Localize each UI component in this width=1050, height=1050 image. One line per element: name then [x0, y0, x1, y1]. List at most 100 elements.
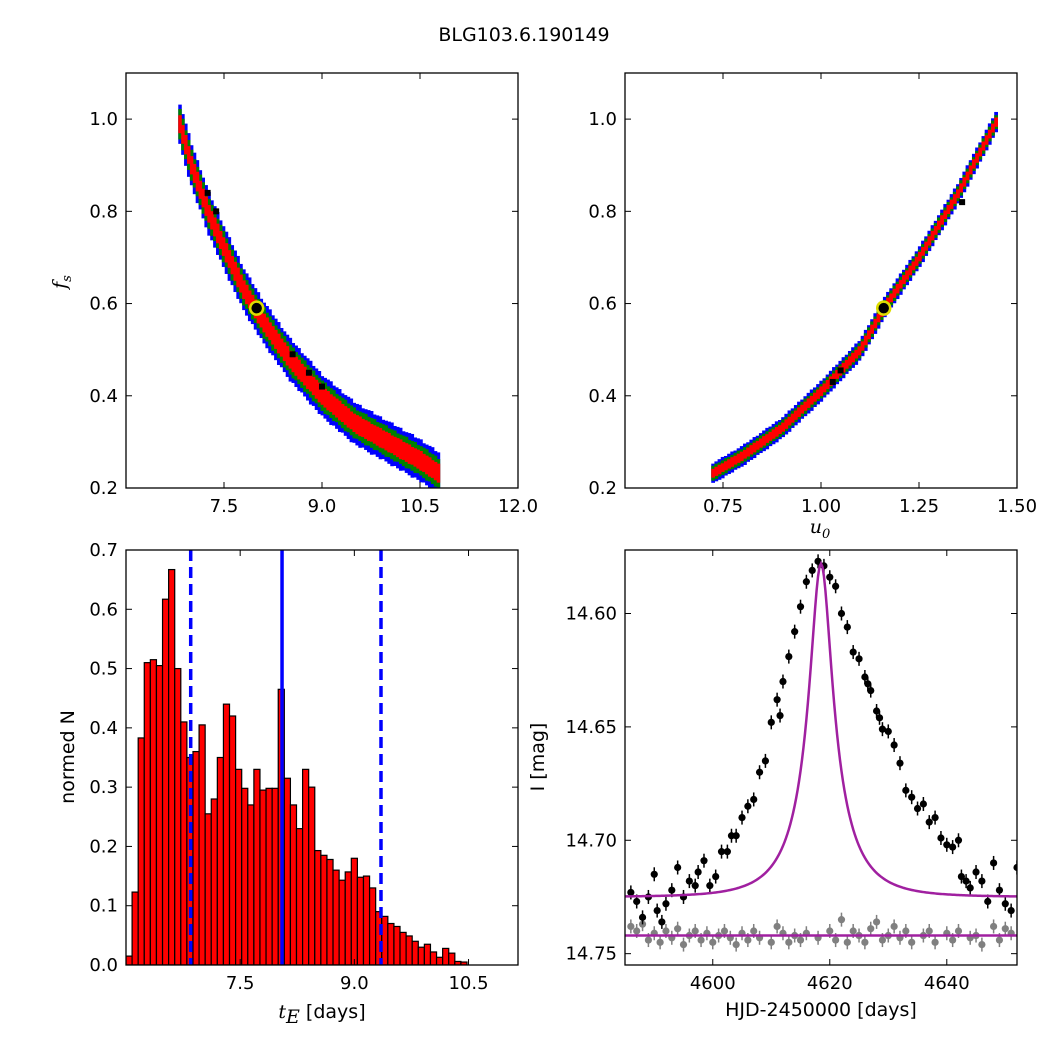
heatmap-cell — [771, 429, 776, 439]
heatmap-cell — [427, 457, 432, 477]
heatmap-cell — [314, 379, 319, 399]
histogram-bar — [356, 876, 365, 965]
heatmap-cell — [714, 466, 719, 476]
best-fit-marker — [875, 300, 892, 316]
heatmap-cell — [303, 366, 307, 386]
x-axis-label: HJD-2450000 [days] — [725, 999, 917, 1021]
heatmap-cell — [832, 373, 836, 383]
histogram-bar — [435, 956, 444, 965]
data-point — [943, 841, 951, 849]
heatmap-cell — [340, 403, 345, 422]
heatmap-cell — [189, 156, 194, 175]
heatmap-cell — [407, 444, 412, 464]
y-tick-label: 1.0 — [588, 109, 617, 130]
heatmap-cell — [268, 322, 272, 341]
y-axis-label: normed N — [57, 710, 79, 804]
data-point — [755, 768, 764, 776]
histogram-bar — [149, 659, 158, 965]
histogram-bar — [168, 568, 176, 965]
data-point — [1001, 925, 1009, 933]
heatmap-cell — [181, 125, 185, 144]
x-tick-label: 10.5 — [400, 496, 440, 517]
histogram-bar — [399, 931, 407, 965]
heatmap-cell — [384, 431, 388, 451]
y-tick-label: 0.8 — [588, 201, 617, 222]
data-point — [653, 906, 661, 915]
heatmap-cell — [245, 284, 249, 305]
heatmap-cell — [921, 247, 925, 256]
sample-point — [289, 351, 296, 358]
heatmap-cell — [413, 448, 417, 467]
heatmap-cell — [978, 147, 983, 157]
heatmap-cell — [787, 416, 792, 426]
histogram-bar — [350, 857, 358, 965]
histogram-bar — [228, 715, 237, 965]
heatmap-cell — [825, 379, 830, 390]
heatmap-cell — [930, 230, 935, 241]
heatmap-cell — [984, 135, 989, 145]
histogram-bar — [387, 922, 395, 965]
data-point — [884, 727, 892, 736]
heatmap-cell — [873, 318, 878, 329]
heatmap-cell — [352, 413, 356, 432]
heatmap-cell — [723, 461, 728, 471]
data-point — [717, 848, 726, 856]
heatmap-cell — [300, 363, 304, 382]
heatmap-cell — [184, 135, 188, 155]
x-tick-label: 7.5 — [210, 496, 239, 517]
data-point — [937, 834, 945, 842]
heatmap-cell — [436, 463, 441, 483]
histogram-bar — [332, 869, 340, 965]
data-point — [723, 848, 731, 856]
data-point — [633, 897, 641, 906]
histogram-bar — [393, 925, 401, 965]
heatmap-cell — [192, 163, 197, 183]
plot-frame — [125, 72, 519, 489]
heatmap-cell — [720, 463, 725, 472]
data-point — [872, 707, 881, 715]
data-point — [779, 677, 787, 686]
histogram-bar — [216, 756, 225, 965]
heatmap-cell — [372, 425, 377, 444]
heatmap-cell — [736, 453, 741, 463]
heatmap-cell — [204, 196, 208, 216]
heatmap-cell — [809, 395, 814, 405]
data-point — [978, 877, 986, 885]
data-point — [861, 938, 869, 946]
heatmap-cell — [889, 293, 894, 303]
heatmap-cell — [216, 223, 220, 244]
data-point — [954, 927, 963, 935]
histogram-bar — [126, 955, 133, 965]
data-point — [709, 938, 717, 946]
data-point — [750, 795, 758, 804]
heatmap-cell — [790, 413, 795, 423]
heatmap-cell — [940, 215, 944, 225]
heatmap-cell — [819, 386, 824, 397]
data-point — [694, 868, 702, 876]
heatmap-cell — [867, 330, 871, 340]
heatmap-cell — [410, 446, 415, 465]
heatmap-cell — [851, 352, 855, 363]
heatmap-cell — [364, 420, 368, 439]
data-point — [785, 652, 793, 661]
data-point — [890, 922, 898, 931]
data-point — [978, 940, 986, 949]
data-point — [872, 918, 881, 926]
y-tick-label: 14.70 — [565, 830, 617, 851]
heatmap-cell — [895, 283, 900, 294]
x-tick-label: 9.0 — [340, 973, 369, 994]
heatmap-cell — [239, 274, 243, 293]
data-point — [674, 925, 682, 933]
y-axis-label: I [mag] — [527, 723, 549, 792]
data-point — [633, 927, 641, 935]
histogram-bar — [180, 721, 188, 965]
data-point — [931, 813, 939, 822]
heatmap-cell — [908, 265, 913, 276]
heatmap-cell — [793, 410, 798, 420]
histogram-bar — [289, 804, 298, 965]
histogram-bar — [362, 875, 371, 965]
heatmap-cell — [711, 468, 716, 478]
data-point — [849, 648, 857, 656]
y-tick-label: 0.6 — [89, 294, 118, 315]
